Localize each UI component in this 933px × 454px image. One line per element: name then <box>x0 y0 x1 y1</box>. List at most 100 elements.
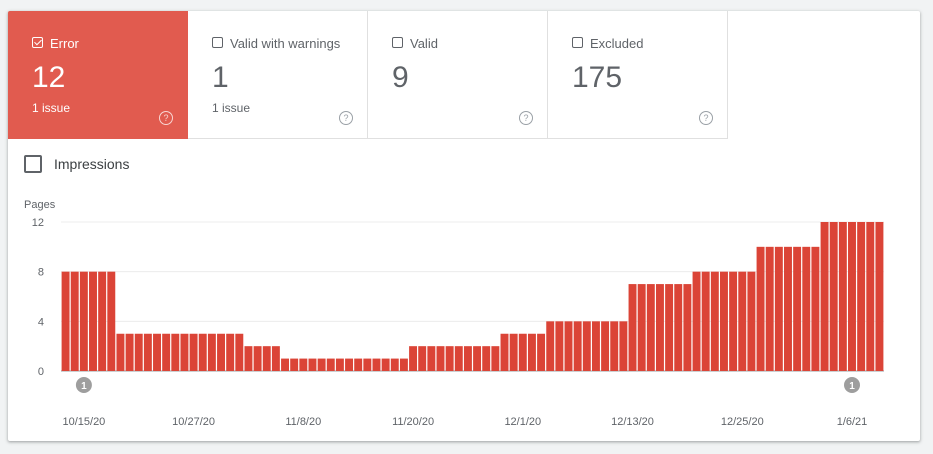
bar[interactable] <box>134 333 143 371</box>
bar[interactable] <box>70 271 79 371</box>
bar[interactable] <box>875 222 884 371</box>
bar[interactable] <box>207 333 216 371</box>
bar[interactable] <box>482 346 491 371</box>
bar[interactable] <box>381 358 390 371</box>
bar[interactable] <box>335 358 344 371</box>
bar[interactable] <box>802 246 811 371</box>
bar[interactable] <box>372 358 381 371</box>
bar[interactable] <box>317 358 326 371</box>
bar[interactable] <box>180 333 189 371</box>
bar[interactable] <box>857 222 866 371</box>
bar[interactable] <box>701 271 710 371</box>
bar[interactable] <box>500 333 509 371</box>
bar[interactable] <box>61 271 70 371</box>
bar[interactable] <box>765 246 774 371</box>
bar[interactable] <box>116 333 125 371</box>
bar[interactable] <box>198 333 207 371</box>
bar[interactable] <box>756 246 765 371</box>
checkbox-excluded[interactable] <box>572 37 583 48</box>
bar[interactable] <box>820 222 829 371</box>
bar[interactable] <box>399 358 408 371</box>
annotation-marker[interactable] <box>844 377 860 393</box>
bar[interactable] <box>473 346 482 371</box>
bar[interactable] <box>628 284 637 371</box>
bar[interactable] <box>299 358 308 371</box>
bar[interactable] <box>564 321 573 371</box>
bar[interactable] <box>89 271 97 371</box>
bar[interactable] <box>491 346 500 371</box>
bar[interactable] <box>546 321 555 371</box>
bar[interactable] <box>281 358 290 371</box>
bar[interactable] <box>720 271 728 371</box>
bar[interactable] <box>573 321 582 371</box>
bar[interactable] <box>445 346 454 371</box>
help-icon[interactable]: ? <box>339 111 353 125</box>
impressions-checkbox[interactable] <box>24 155 42 173</box>
bar[interactable] <box>747 271 756 371</box>
bar[interactable] <box>418 346 427 371</box>
bar[interactable] <box>345 358 354 371</box>
bar[interactable] <box>509 333 518 371</box>
help-icon[interactable]: ? <box>519 111 533 125</box>
bar[interactable] <box>235 333 244 371</box>
bar[interactable] <box>409 346 418 371</box>
bar[interactable] <box>665 284 674 371</box>
bar[interactable] <box>98 271 107 371</box>
bar[interactable] <box>619 321 628 371</box>
bar[interactable] <box>308 358 317 371</box>
bar[interactable] <box>774 246 783 371</box>
tile-error[interactable]: Error 12 1 issue ? <box>8 11 188 139</box>
bar[interactable] <box>692 271 701 371</box>
bar[interactable] <box>153 333 161 371</box>
bar[interactable] <box>729 271 738 371</box>
bar[interactable] <box>217 333 225 371</box>
bar[interactable] <box>866 222 875 371</box>
tile-valid[interactable]: Valid 9 ? <box>368 11 548 139</box>
bar[interactable] <box>454 346 463 371</box>
bar[interactable] <box>674 284 683 371</box>
bar[interactable] <box>811 246 820 371</box>
help-icon[interactable]: ? <box>699 111 713 125</box>
tile-valid-with-warnings[interactable]: Valid with warnings 1 1 issue ? <box>188 11 368 139</box>
bar[interactable] <box>655 284 664 371</box>
annotation-marker[interactable] <box>75 377 92 393</box>
bar[interactable] <box>838 222 847 371</box>
bar[interactable] <box>189 333 198 371</box>
bar[interactable] <box>125 333 134 371</box>
bar[interactable] <box>363 358 372 371</box>
help-icon[interactable]: ? <box>159 111 173 125</box>
bar[interactable] <box>226 333 235 371</box>
bar[interactable] <box>610 321 619 371</box>
bar[interactable] <box>646 284 655 371</box>
bar[interactable] <box>738 271 747 371</box>
bar[interactable] <box>637 284 646 371</box>
tile-excluded[interactable]: Excluded 175 ? <box>548 11 728 139</box>
bar[interactable] <box>601 321 610 371</box>
bar[interactable] <box>253 346 262 371</box>
bar[interactable] <box>463 346 472 371</box>
bar[interactable] <box>79 271 88 371</box>
bar[interactable] <box>107 271 116 371</box>
bar[interactable] <box>555 321 564 371</box>
bar[interactable] <box>354 358 363 371</box>
bar[interactable] <box>244 346 253 371</box>
bar[interactable] <box>436 346 445 371</box>
bar[interactable] <box>784 246 792 371</box>
checkbox-valid[interactable] <box>392 37 403 48</box>
bar[interactable] <box>527 333 536 371</box>
bar[interactable] <box>290 358 299 371</box>
bar[interactable] <box>848 222 856 371</box>
bar[interactable] <box>262 346 271 371</box>
checkbox-valid-with-warnings[interactable] <box>212 37 223 48</box>
bar[interactable] <box>162 333 171 371</box>
bar[interactable] <box>582 321 591 371</box>
bar[interactable] <box>390 358 399 371</box>
bar[interactable] <box>427 346 436 371</box>
bar[interactable] <box>591 321 600 371</box>
bar[interactable] <box>537 333 546 371</box>
checkbox-error[interactable] <box>32 37 43 48</box>
bar[interactable] <box>171 333 180 371</box>
bar[interactable] <box>326 358 335 371</box>
bar[interactable] <box>710 271 719 371</box>
bar[interactable] <box>271 346 280 371</box>
